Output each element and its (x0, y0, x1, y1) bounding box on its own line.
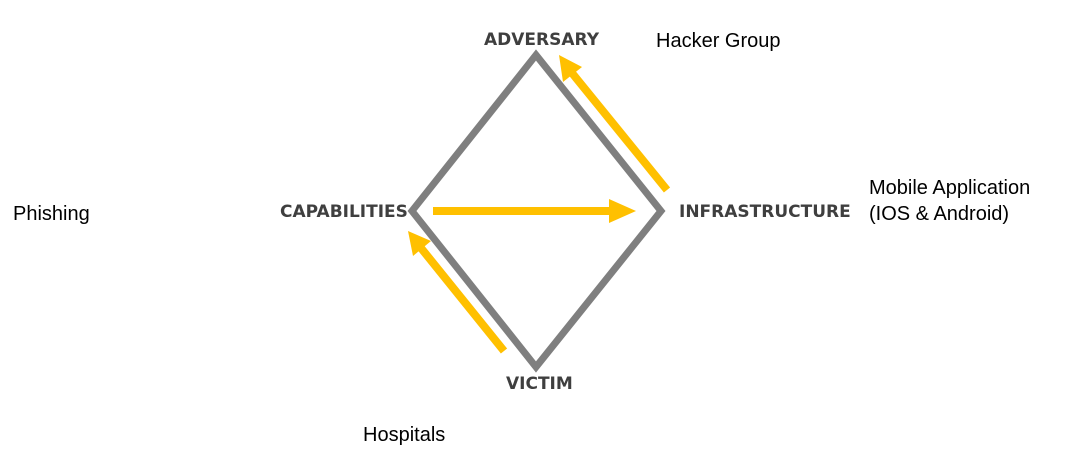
vertex-label-infrastructure: INFRASTRUCTURE (679, 202, 851, 222)
arrow-infrastructure-to-adversary (559, 55, 671, 193)
annotation-capabilities: Phishing (13, 203, 90, 225)
vertex-label-adversary: ADVERSARY (484, 30, 599, 50)
annotation-adversary: Hacker Group (656, 30, 781, 52)
arrow-victim-to-capabilities (408, 231, 508, 354)
diamond-outline (407, 49, 666, 373)
annotation-victim: Hospitals (363, 424, 446, 446)
annotation-infrastructure-line1: Mobile Application (869, 177, 1031, 199)
vertex-label-capabilities: CAPABILITIES (280, 202, 408, 222)
vertex-label-victim: VICTIM (506, 374, 573, 394)
annotation-infrastructure-line2: (IOS & Android) (869, 203, 1010, 225)
annotation-infrastructure: Mobile Application (IOS & Android) (869, 175, 1030, 227)
arrow-capabilities-to-infrastructure (433, 199, 636, 223)
